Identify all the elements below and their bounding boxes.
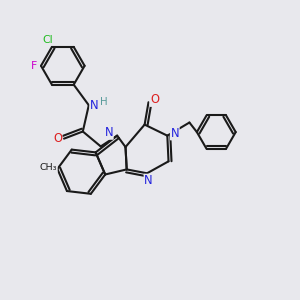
Text: H: H <box>100 97 107 106</box>
Text: N: N <box>90 99 98 112</box>
Text: N: N <box>170 127 179 140</box>
Text: Cl: Cl <box>42 35 53 45</box>
Text: O: O <box>53 132 62 145</box>
Text: N: N <box>104 126 113 139</box>
Text: O: O <box>150 93 159 106</box>
Text: CH₃: CH₃ <box>40 164 57 172</box>
Text: F: F <box>31 61 38 71</box>
Text: N: N <box>144 174 153 187</box>
